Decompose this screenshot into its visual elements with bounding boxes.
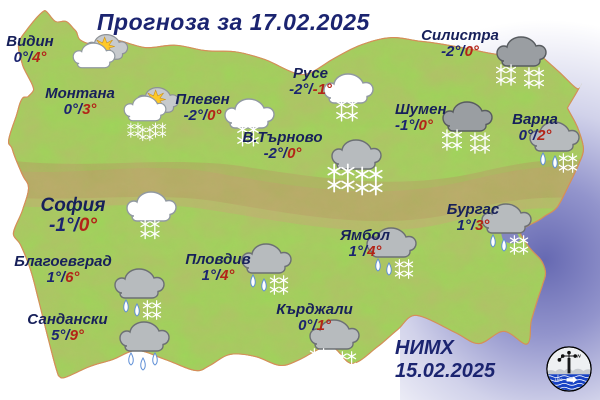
svg-text:N: N — [577, 353, 581, 359]
svg-text:1890: 1890 — [555, 378, 563, 382]
